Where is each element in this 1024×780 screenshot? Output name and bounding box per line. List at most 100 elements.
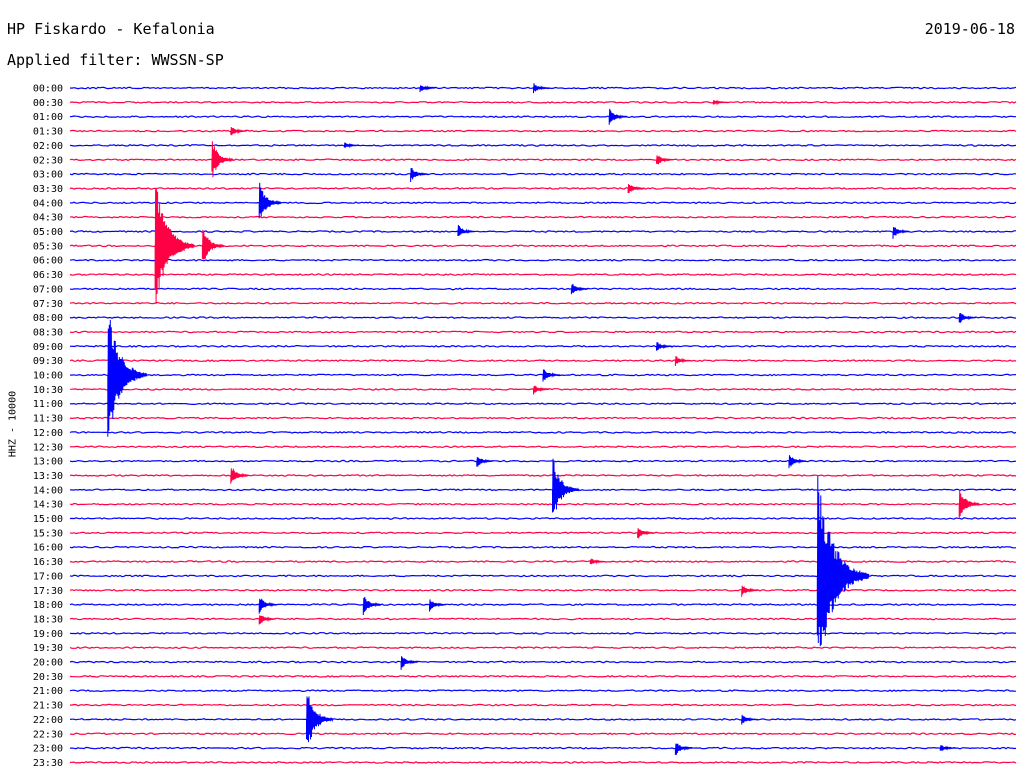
seismic-event	[627, 183, 645, 194]
trace-line	[69, 431, 1017, 434]
trace-line	[69, 761, 1017, 764]
row-time-label: 07:30	[33, 299, 63, 310]
row-time-label: 13:00	[33, 457, 63, 468]
trace-line	[69, 660, 1017, 664]
trace-line	[69, 560, 1017, 563]
row-time-label: 21:30	[33, 701, 63, 712]
trace-line	[69, 603, 1017, 606]
row-time-label: 09:30	[33, 356, 63, 367]
row-time-label: 04:00	[33, 198, 63, 209]
row-time-label: 08:00	[33, 313, 63, 324]
tick-label-group: 00:00 00:30 01:00 01:30 02:00 02:30 03:00 03:30…	[33, 84, 63, 769]
trace-line	[69, 502, 1017, 506]
seismic-event	[230, 468, 250, 484]
seismic-event	[457, 224, 475, 237]
seismic-event	[107, 319, 148, 437]
seismic-event	[533, 83, 550, 94]
row-time-label: 05:30	[33, 241, 63, 252]
row-time-label: 18:00	[33, 600, 63, 611]
seismic-event	[788, 455, 807, 469]
seismic-event	[637, 528, 655, 539]
seismic-event	[741, 714, 758, 725]
seismic-event	[258, 598, 278, 614]
row-time-label: 18:30	[33, 614, 63, 625]
trace-line	[69, 172, 1016, 176]
row-time-label: 15:30	[33, 528, 63, 539]
seismic-event	[958, 312, 977, 324]
trace-line	[69, 330, 1017, 334]
trace-line	[69, 230, 1016, 233]
row-time-label: 16:00	[33, 543, 63, 554]
seismic-event	[608, 108, 628, 125]
seismic-event	[258, 615, 276, 625]
row-time-label: 09:00	[33, 342, 63, 353]
trace-line	[69, 187, 1017, 190]
row-time-label: 00:00	[33, 84, 63, 95]
row-time-label: 01:30	[33, 127, 63, 138]
trace-line	[69, 115, 1016, 119]
row-time-label: 06:30	[33, 270, 63, 281]
seismic-event	[306, 696, 334, 743]
row-time-label: 22:30	[33, 729, 63, 740]
row-time-label: 11:00	[33, 399, 63, 410]
seismic-event	[154, 188, 195, 304]
row-time-label: 17:00	[33, 571, 63, 582]
row-time-label: 05:00	[33, 227, 63, 238]
trace-line	[69, 588, 1017, 592]
row-time-label: 02:30	[33, 155, 63, 166]
trace-line	[69, 215, 1017, 219]
seismic-event	[741, 585, 759, 597]
seismic-event	[958, 489, 981, 519]
trace-line	[69, 402, 1017, 406]
row-time-label: 01:00	[33, 112, 63, 123]
seismic-event	[656, 155, 674, 165]
row-time-label: 10:30	[33, 385, 63, 396]
event-group	[107, 83, 981, 755]
trace-line	[69, 689, 1017, 693]
seismic-event	[589, 558, 607, 565]
row-time-label: 12:30	[33, 442, 63, 453]
trace-line	[69, 674, 1017, 678]
filter-label: Applied filter: WWSSN-SP	[7, 51, 224, 69]
trace-line	[69, 617, 1017, 621]
row-time-label: 23:00	[33, 744, 63, 755]
seismic-event	[429, 599, 447, 612]
row-time-label: 02:00	[33, 141, 63, 152]
seismic-event	[362, 596, 382, 616]
trace-line	[69, 416, 1017, 420]
trace-line	[69, 703, 1017, 707]
plot-title: HP Fiskardo - Kefalonia	[7, 20, 215, 38]
row-time-label: 11:30	[33, 414, 63, 425]
row-time-label: 20:00	[33, 658, 63, 669]
row-time-label: 03:00	[33, 170, 63, 181]
row-time-label: 00:30	[33, 98, 63, 109]
trace-line	[69, 244, 1017, 248]
row-time-label: 14:30	[33, 500, 63, 511]
row-time-label: 13:30	[33, 471, 63, 482]
seismic-event	[570, 283, 589, 295]
row-time-label: 12:00	[33, 428, 63, 439]
seismic-event	[410, 167, 428, 183]
row-time-label: 20:30	[33, 672, 63, 683]
seismic-event	[201, 229, 225, 260]
row-time-label: 04:30	[33, 213, 63, 224]
row-time-label: 17:30	[33, 586, 63, 597]
trace-line	[69, 545, 1016, 549]
row-time-label: 03:30	[33, 184, 63, 195]
row-time-label: 07:00	[33, 284, 63, 295]
trace-line	[69, 474, 1017, 477]
trace-line	[69, 359, 1016, 363]
row-time-label: 21:00	[33, 686, 63, 697]
trace-line	[69, 459, 1017, 463]
row-time-label: 08:30	[33, 327, 63, 338]
row-time-label: 22:00	[33, 715, 63, 726]
row-time-label: 14:00	[33, 485, 63, 496]
row-time-label: 10:00	[33, 371, 63, 382]
seismic-event	[343, 142, 360, 149]
trace-line	[69, 301, 1017, 305]
row-time-label: 23:30	[33, 758, 63, 769]
plot-date: 2019-06-18	[924, 20, 1015, 38]
trace-line	[69, 344, 1017, 348]
seismic-event	[674, 743, 693, 755]
seismic-event	[939, 745, 956, 751]
